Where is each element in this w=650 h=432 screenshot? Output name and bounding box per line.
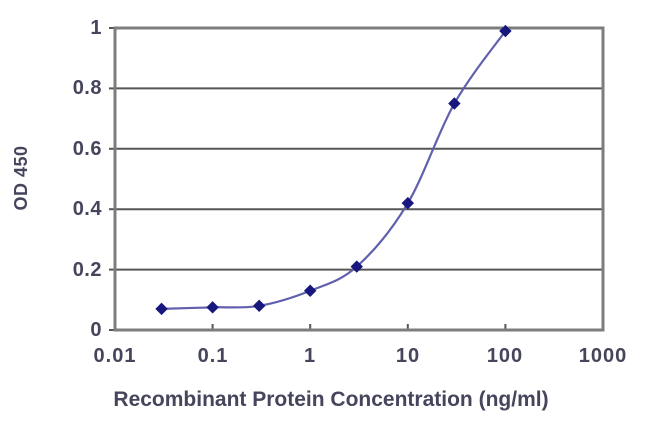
data-point-0.1 — [206, 301, 219, 314]
x-tick-label-1000: 1000 — [578, 345, 628, 367]
x-tick-label-1: 1 — [303, 345, 317, 367]
y-tick-label-0.6: 0.6 — [72, 138, 102, 160]
x-tick-label-0.01: 0.01 — [93, 345, 137, 367]
x-tick-label-10: 10 — [395, 345, 421, 367]
data-point-30 — [448, 97, 461, 110]
y-tick-label-0: 0 — [90, 319, 102, 341]
y-axis-title: OD 450 — [11, 145, 31, 211]
y-tick-label-1: 1 — [90, 17, 102, 39]
plot-frame — [113, 26, 605, 332]
data-point-1 — [303, 284, 317, 297]
data-point-0.03 — [155, 302, 168, 316]
x-tick-label-0.1: 0.1 — [197, 345, 229, 367]
data-point-3 — [350, 260, 363, 273]
y-tick-label-0.8: 0.8 — [72, 77, 102, 99]
x-axis-title: Recombinant Protein Concentration (ng/ml… — [113, 388, 549, 411]
y-tick-label-0.4: 0.4 — [72, 198, 102, 220]
x-tick-label-100: 100 — [486, 345, 524, 367]
data-point-100 — [499, 24, 512, 38]
y-tick-label-0.2: 0.2 — [72, 259, 102, 281]
data-point-10 — [401, 196, 415, 210]
data-point-0.3 — [252, 299, 266, 313]
standard-curve-line — [160, 29, 507, 310]
